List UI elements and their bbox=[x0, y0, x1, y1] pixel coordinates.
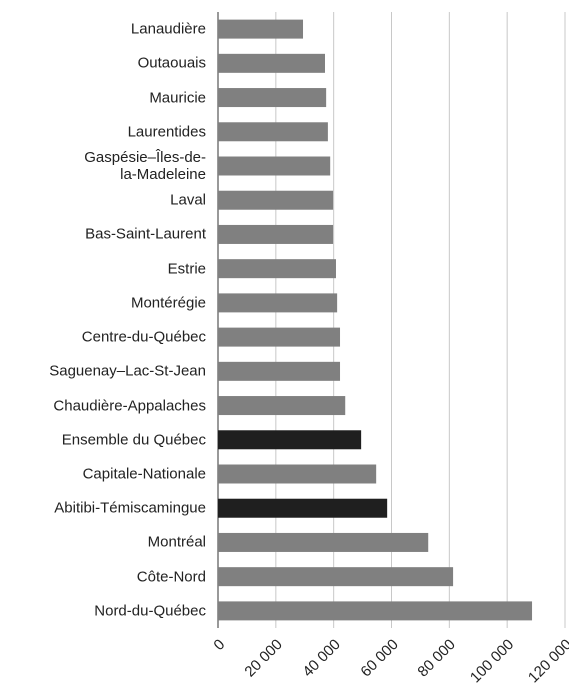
y-tick-label: Montréal bbox=[147, 533, 206, 551]
bar bbox=[218, 361, 341, 381]
y-tick-label: Lanaudière bbox=[130, 20, 206, 38]
bar bbox=[218, 53, 325, 73]
y-tick-label: Capitale-Nationale bbox=[82, 465, 206, 483]
y-tick-label: Chaudière-Appalaches bbox=[53, 397, 206, 415]
y-tick-label: Laval bbox=[170, 191, 206, 209]
y-tick-label: Ensemble du Québec bbox=[61, 431, 206, 449]
bar bbox=[218, 88, 327, 108]
bar bbox=[218, 293, 338, 313]
bar bbox=[218, 498, 388, 518]
bar bbox=[218, 122, 328, 142]
y-tick-label: Centre-du-Québec bbox=[81, 328, 206, 346]
bar bbox=[218, 532, 429, 552]
bar bbox=[218, 464, 377, 484]
y-tick-label: Gaspésie–Îles-de- la-Madeleine bbox=[84, 149, 206, 183]
y-tick-label: Nord-du-Québec bbox=[94, 602, 206, 620]
bar bbox=[218, 19, 304, 39]
bar bbox=[218, 156, 331, 176]
bar bbox=[218, 224, 334, 244]
y-tick-label: Bas-Saint-Laurent bbox=[85, 225, 206, 243]
y-tick-label: Abitibi-Témiscamingue bbox=[54, 499, 206, 517]
y-tick-label: Côte-Nord bbox=[136, 568, 206, 586]
bar bbox=[218, 601, 533, 621]
bar bbox=[218, 430, 362, 450]
y-tick-label: Mauricie bbox=[149, 89, 206, 107]
y-tick-label: Saguenay–Lac-St-Jean bbox=[49, 362, 206, 380]
bar bbox=[218, 327, 341, 347]
y-tick-label: Laurentides bbox=[127, 123, 206, 141]
bar bbox=[218, 190, 334, 210]
y-tick-label: Montérégie bbox=[130, 294, 206, 312]
bar bbox=[218, 396, 346, 416]
y-tick-label: Estrie bbox=[167, 260, 206, 278]
bar bbox=[218, 567, 454, 587]
bar bbox=[218, 259, 336, 279]
y-tick-label: Outaouais bbox=[137, 54, 206, 72]
